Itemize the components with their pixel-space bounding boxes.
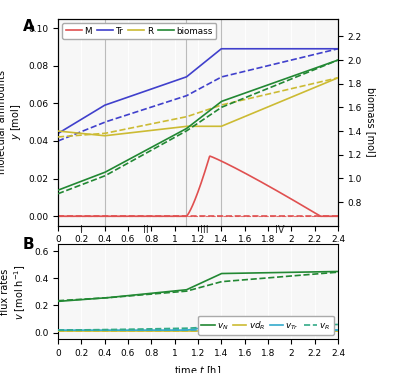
X-axis label: time $t$ [h]: time $t$ [h] — [174, 364, 222, 373]
Text: B: B — [23, 237, 35, 252]
Y-axis label: flux rates
$v$ [mol h$^{-1}$]: flux rates $v$ [mol h$^{-1}$] — [0, 264, 28, 320]
Text: A: A — [23, 19, 35, 34]
Y-axis label: molecular ammounts
$y$ [mol]: molecular ammounts $y$ [mol] — [0, 70, 22, 174]
Text: I: I — [80, 225, 83, 235]
Y-axis label: biomass [mol]: biomass [mol] — [366, 87, 376, 157]
Text: III: III — [200, 225, 208, 235]
Legend: M, Tr, R, biomass: M, Tr, R, biomass — [62, 23, 216, 39]
Text: IV: IV — [275, 225, 284, 235]
Text: II: II — [143, 225, 148, 235]
X-axis label: time $t$ [h]: time $t$ [h] — [174, 264, 222, 278]
Legend: $v_N$, $vd_R$, $v_{Tr}$, $v_R$: $v_N$, $vd_R$, $v_{Tr}$, $v_R$ — [198, 316, 334, 335]
